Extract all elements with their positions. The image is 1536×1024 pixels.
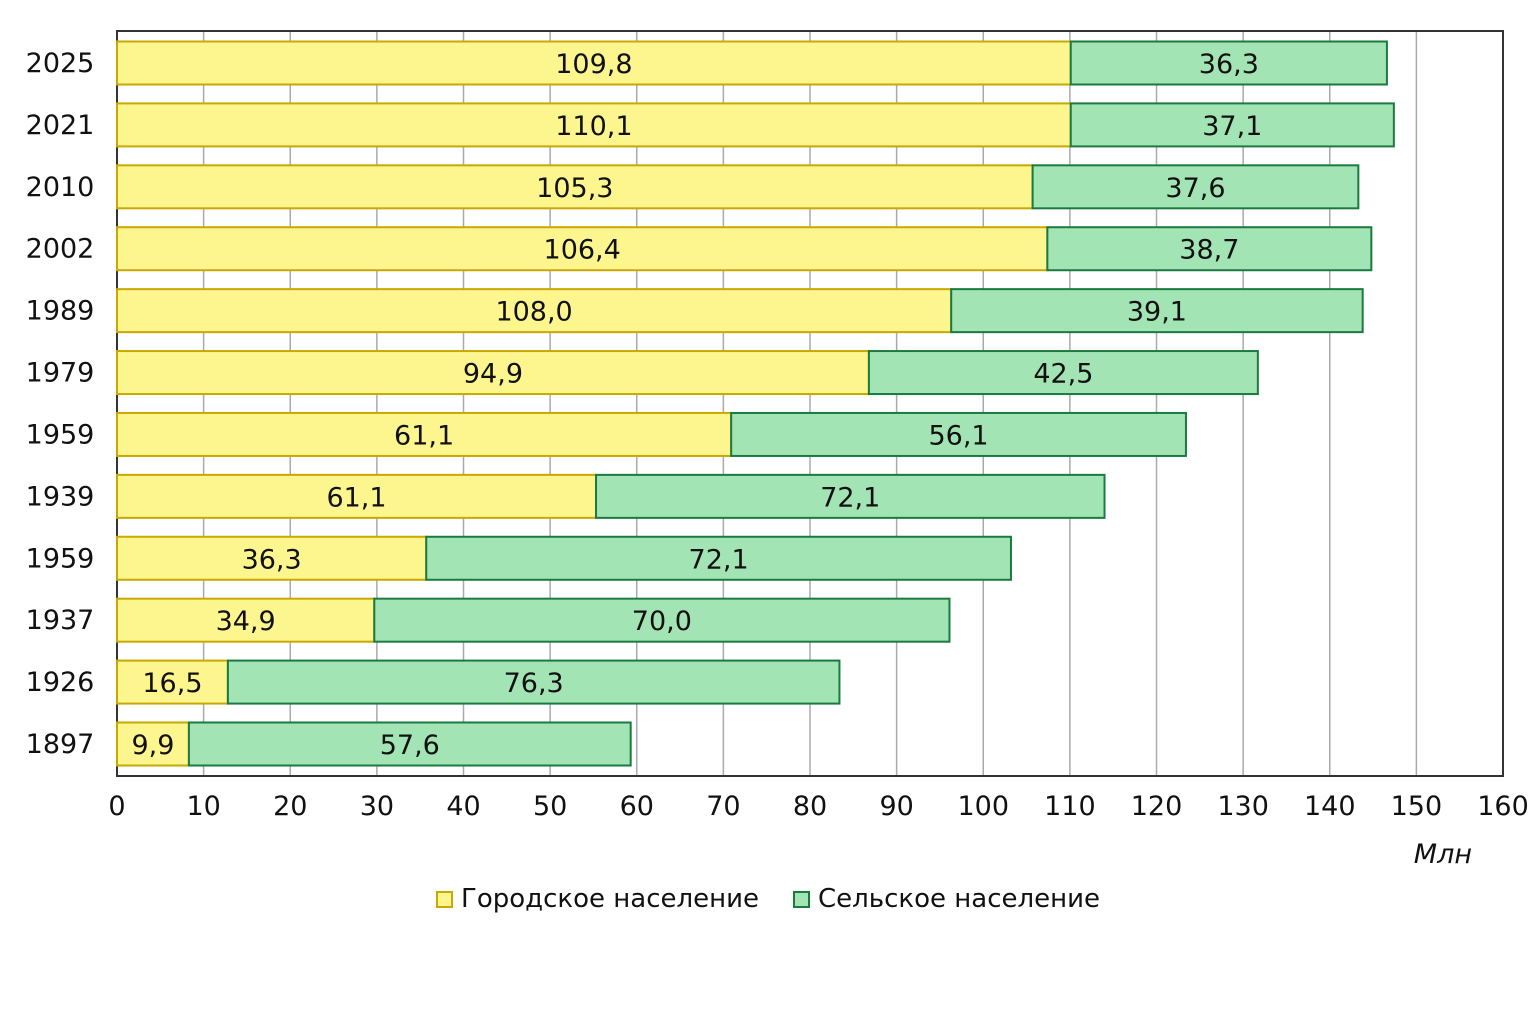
bar-urban bbox=[116, 473, 598, 519]
data-label: 61,1 bbox=[394, 420, 454, 451]
y-category-label: 2025 bbox=[26, 48, 95, 79]
bar-urban bbox=[116, 535, 428, 581]
data-label: 34,9 bbox=[216, 606, 276, 637]
y-category-label: 1939 bbox=[26, 481, 95, 512]
y-category-label: 1959 bbox=[26, 419, 95, 450]
y-category-label: 1897 bbox=[26, 729, 95, 760]
x-tick-label: 90 bbox=[879, 791, 913, 822]
bar-urban bbox=[116, 659, 229, 705]
bar-rural bbox=[950, 288, 1364, 334]
data-label: 39,1 bbox=[1127, 297, 1187, 328]
bar-urban bbox=[116, 102, 1072, 148]
data-label: 57,6 bbox=[380, 730, 440, 761]
y-category-label: 2002 bbox=[26, 234, 95, 265]
data-label: 72,1 bbox=[689, 544, 749, 575]
data-label: 42,5 bbox=[1033, 359, 1093, 390]
data-label: 105,3 bbox=[536, 173, 613, 204]
data-label: 109,8 bbox=[555, 49, 632, 80]
bar-rural bbox=[187, 721, 632, 767]
data-label: 106,4 bbox=[544, 235, 621, 266]
x-tick-label: 110 bbox=[1044, 791, 1096, 822]
legend-swatch-rural bbox=[793, 890, 811, 908]
data-label: 16,5 bbox=[142, 668, 202, 699]
bar-rural bbox=[730, 411, 1187, 457]
x-tick-label: 40 bbox=[446, 791, 480, 822]
x-tick-label: 0 bbox=[108, 791, 125, 822]
x-tick-label: 100 bbox=[957, 791, 1009, 822]
bar-rural bbox=[1069, 102, 1395, 148]
data-label: 108,0 bbox=[495, 297, 572, 328]
x-tick-label: 160 bbox=[1477, 791, 1529, 822]
bar-rural bbox=[595, 473, 1106, 519]
bar-rural bbox=[1069, 40, 1388, 86]
y-category-label: 1979 bbox=[26, 358, 95, 389]
y-category-label: 1989 bbox=[26, 296, 95, 327]
bar-urban bbox=[116, 411, 733, 457]
bar-rural bbox=[1046, 226, 1373, 272]
data-label: 61,1 bbox=[326, 482, 386, 513]
legend-label-rural: Сельское население bbox=[818, 884, 1101, 914]
bar-rural bbox=[373, 597, 951, 643]
data-label: 94,9 bbox=[463, 359, 523, 390]
x-tick-label: 30 bbox=[360, 791, 394, 822]
x-tick-label: 20 bbox=[273, 791, 307, 822]
x-axis-label: Млн bbox=[1414, 839, 1472, 870]
bar-rural bbox=[226, 659, 841, 705]
data-label: 70,0 bbox=[632, 606, 692, 637]
x-tick-label: 50 bbox=[533, 791, 567, 822]
x-tick-label: 70 bbox=[706, 791, 740, 822]
x-tick-label: 10 bbox=[186, 791, 220, 822]
legend: Городское население Сельское население bbox=[0, 884, 1536, 914]
bar-urban bbox=[116, 721, 190, 767]
bar-rural bbox=[1031, 164, 1360, 210]
data-label: 72,1 bbox=[820, 482, 880, 513]
x-tick-label: 120 bbox=[1131, 791, 1183, 822]
bar-rural bbox=[425, 535, 1012, 581]
y-category-label: 2021 bbox=[26, 110, 95, 141]
y-category-label: 1959 bbox=[26, 543, 95, 574]
x-tick-label: 150 bbox=[1391, 791, 1443, 822]
x-tick-label: 60 bbox=[620, 791, 654, 822]
legend-item-urban: Городское население bbox=[435, 884, 760, 914]
legend-label-urban: Городское население bbox=[460, 884, 760, 914]
data-label: 37,6 bbox=[1165, 173, 1225, 204]
y-category-label: 1926 bbox=[26, 667, 95, 698]
x-tick-label: 140 bbox=[1304, 791, 1356, 822]
legend-item-rural: Сельское население bbox=[793, 884, 1100, 914]
bar-urban bbox=[116, 597, 376, 643]
data-label: 36,3 bbox=[1199, 49, 1259, 80]
x-tick-label: 80 bbox=[793, 791, 827, 822]
x-tick-label: 130 bbox=[1217, 791, 1269, 822]
data-label: 56,1 bbox=[928, 420, 988, 451]
y-category-label: 1937 bbox=[26, 605, 95, 636]
bar-urban bbox=[116, 40, 1072, 86]
data-label: 76,3 bbox=[504, 668, 564, 699]
data-label: 110,1 bbox=[555, 111, 632, 142]
data-label: 38,7 bbox=[1179, 235, 1239, 266]
data-label: 37,1 bbox=[1202, 111, 1262, 142]
bar-rural bbox=[867, 350, 1259, 396]
data-label: 9,9 bbox=[131, 730, 174, 761]
data-label: 36,3 bbox=[242, 544, 302, 575]
plot-frame bbox=[116, 30, 1504, 777]
bar-urban bbox=[116, 288, 953, 334]
y-category-label: 2010 bbox=[26, 172, 95, 203]
bar-urban bbox=[116, 164, 1034, 210]
legend-swatch-urban bbox=[435, 890, 453, 908]
